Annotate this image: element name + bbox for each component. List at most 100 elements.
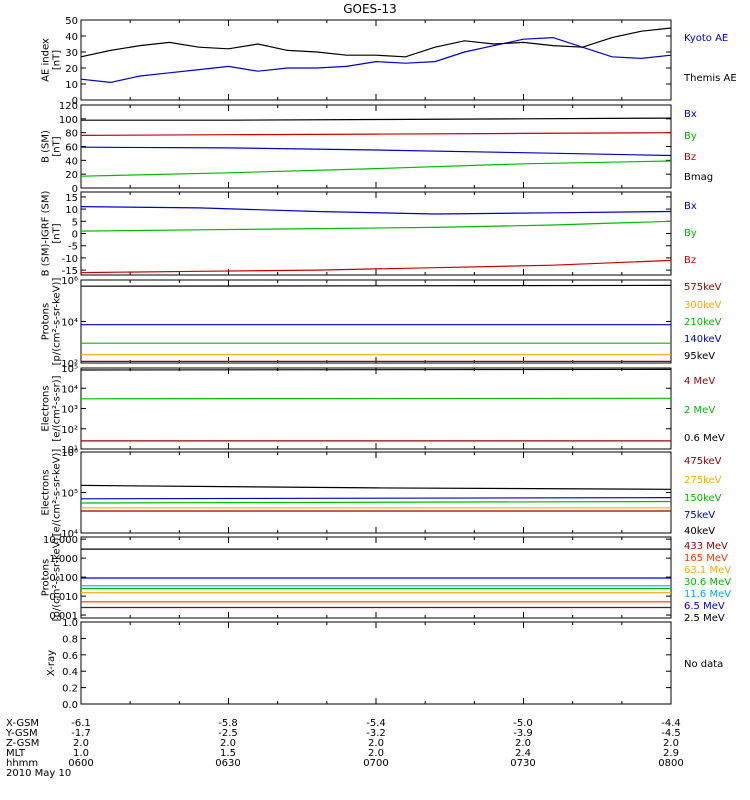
legend-entry: 2.5 MeV [684,613,725,624]
table-cell: 2.0 [515,738,531,749]
y-tick-label: 10² [61,425,78,436]
panel-frame [80,451,672,534]
panel-ae: 0 10 20 30 40 50 AE index [nT] Kyoto AE Themis AE [41,16,737,107]
y-axis-label: [p/(cm²-s-sr-keV)] [52,534,63,622]
y-tick-label: 10⁴ [61,384,78,395]
y-tick-label: 20 [65,64,78,75]
legend-entry: Bx [684,109,697,120]
y-tick-label: 15 [65,193,78,204]
panel-frame [80,104,672,189]
y-tick-label: 0.100 [49,573,78,584]
legend-entry: Themis AE [683,73,737,84]
y-tick-label: 10² [61,359,78,370]
panel-xray: 0.0 0.2 0.4 0.6 0.8 1.0 X-ray No data [46,618,723,711]
y-tick-label: 0.4 [62,667,78,678]
legend-entry: 2 MeV [684,405,715,416]
table-cell: -4.4 [661,718,681,729]
legend-entry: 165 MeV [684,553,728,564]
legend-entry: 210keV [684,317,722,328]
y-axis-label: [nT] [52,136,63,156]
table-cell: -2.5 [218,728,238,739]
legend-entry: 95keV [684,351,715,362]
y-tick-label: 10⁴ [61,529,78,540]
table-cell: 0630 [215,758,240,769]
series-line-bmag [81,117,672,121]
table-cell: -3.9 [513,728,533,739]
y-tick-label: 0.8 [62,634,78,645]
panel-protons-low: 10² 10⁴ 10⁶ Protons [p/(cm²-s-sr-keV)] 575keV… [41,276,722,370]
legend-entry: 63.1 MeV [684,565,731,576]
panel-frame [80,191,672,276]
y-axis-label: Protons [41,559,52,596]
y-tick-label: 0.010 [49,592,78,603]
legend-entry: Bz [684,255,696,266]
y-tick-label: 10⁵ [61,364,78,375]
y-tick-label: 80 [65,129,78,140]
legend-entry: 75keV [684,510,715,521]
y-tick-label: 10⁶ [61,448,78,459]
panel-frame [80,19,672,101]
legend-entry: Bmag [684,172,713,183]
table-cell: 2.0 [368,748,384,759]
legend-entry: 11.6 MeV [684,589,731,600]
legend-entry: 300keV [684,300,722,311]
panel-electrons-low: 10⁴ 10⁵ 10⁶ Electrons [e/(cm²-s-sr-keV)] 475k… [41,448,722,540]
series-line-by [80,160,672,177]
table-cell: 0600 [68,758,93,769]
y-tick-label: 100 [59,115,78,126]
y-tick-label: 10⁴ [61,318,78,329]
legend-entry: 275keV [684,475,722,486]
table-cell: 2.0 [220,738,236,749]
legend-entry: 40keV [684,526,715,537]
y-tick-label: 10 [65,205,78,216]
date-label: 2010 May 10 [6,768,71,779]
y-tick-label: -10 [62,254,78,265]
y-axis-label: [p/(cm²-s-sr-keV)] [52,278,63,366]
legend-entry: 140keV [684,334,722,345]
legend-entry: By [684,131,697,142]
legend-entry: Kyoto AE [684,33,728,44]
table-cell: 2.9 [663,748,679,759]
y-tick-label: -5 [68,242,78,253]
legend-entry: 4 MeV [684,376,715,387]
y-tick-label: 0.001 [49,611,78,622]
table-cell: 0700 [363,758,388,769]
y-tick-label: 0 [72,184,78,195]
y-axis-label: X-ray [46,650,57,676]
y-tick-label: 0.0 [62,700,78,711]
panel-frame [80,621,672,705]
y-axis-label: [nT] [52,223,63,243]
y-axis-label: [e/(cm²-s-sr)] [52,375,63,441]
no-data-note: No data [684,659,723,670]
y-axis-label: [e/(cm²-s-sr-keV)] [52,449,63,537]
y-tick-label: 10.000 [43,535,78,546]
series-line-by [80,220,672,232]
table-row-label: Y-GSM [5,728,38,739]
table-cell: -5.0 [513,718,533,729]
y-tick-label: 0 [72,230,78,241]
table-cell: 1.0 [73,748,89,759]
y-tick-label: 0 [72,96,78,107]
y-tick-label: 40 [65,32,78,43]
legend-entry: 433 MeV [684,541,728,552]
panel-frame [80,279,672,364]
table-cell: 1.5 [220,748,236,759]
y-tick-label: 5 [72,217,78,228]
table-row-label: MLT [6,748,26,759]
panel-protons-high: 0.001 0.010 0.100 1.000 10.000 Protons [p/(cm²… [41,534,732,624]
y-tick-label: 10⁵ [61,489,78,500]
y-tick-label: 0.2 [62,684,78,695]
series-line-150kev [80,500,672,504]
panel-frame [80,367,672,450]
legend-entry: 150keV [684,493,722,504]
y-tick-label: 1.0 [62,618,78,629]
table-cell: 2.0 [368,738,384,749]
table-cell: 2.0 [73,738,89,749]
panel-electrons-high: 10¹ 10² 10³ 10⁴ 10⁵ Electrons [e/(cm²-s-sr)] 4 … [41,364,725,456]
series-line-kyoto-ae [80,36,672,84]
table-cell: 0730 [510,758,535,769]
table-cell: 2.4 [515,748,531,759]
